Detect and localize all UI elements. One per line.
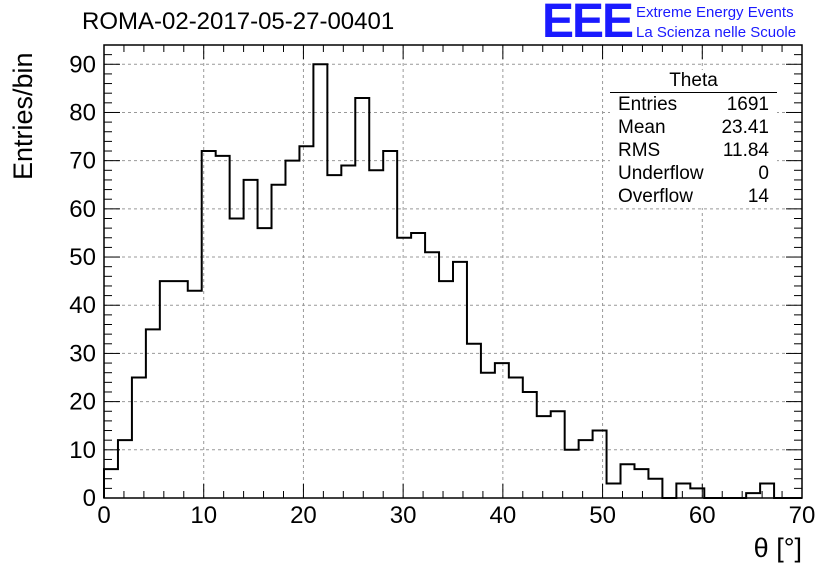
stats-value: 14	[747, 186, 769, 207]
histogram-bin	[299, 146, 313, 498]
stats-row-mean: Mean 23.41	[610, 116, 777, 139]
logo-tagline-2: La Scienza nelle Scuole	[636, 24, 797, 41]
histogram-bin	[551, 411, 565, 498]
histogram-bin	[258, 228, 272, 498]
histogram-bin	[579, 440, 593, 498]
x-axis-label: θ [°]	[753, 533, 802, 563]
eee-logo: EEE	[542, 0, 634, 48]
stats-box: Theta Entries 1691 Mean 23.41 RMS 11.84 …	[610, 70, 777, 208]
histogram-bin	[648, 479, 662, 498]
histogram-bin	[174, 281, 188, 498]
histogram-bin	[160, 281, 174, 498]
histogram-bin	[272, 185, 286, 498]
y-tick-label: 0	[83, 485, 96, 512]
histogram-bin	[481, 373, 495, 498]
stats-row-rms: RMS 11.84	[610, 139, 777, 162]
histogram-bin	[467, 344, 481, 498]
y-axis-label: Entries/bin	[8, 52, 38, 180]
x-tick-label: 0	[97, 502, 110, 529]
stats-label: Overflow	[618, 186, 693, 207]
histogram-bin	[244, 180, 258, 498]
run-title: ROMA-02-2017-05-27-00401	[82, 8, 395, 35]
stats-label: Mean	[618, 117, 666, 138]
stats-row-underflow: Underflow 0	[610, 162, 777, 185]
histogram-bin	[188, 291, 202, 498]
histogram-bin	[132, 378, 146, 498]
histogram-bin	[369, 170, 383, 498]
histogram-bin	[383, 151, 397, 498]
histogram-bin	[439, 281, 453, 498]
histogram-bin	[230, 218, 244, 498]
stats-row-overflow: Overflow 14	[610, 185, 777, 208]
histogram-bin	[118, 440, 132, 498]
histogram-bin	[453, 262, 467, 498]
histogram-bin	[313, 64, 327, 498]
histogram-bin	[104, 469, 118, 498]
histogram-bin	[425, 252, 439, 498]
y-tick-label: 50	[69, 244, 96, 271]
histogram-bin	[565, 450, 579, 498]
histogram-bin	[397, 238, 411, 498]
stats-row-entries: Entries 1691	[610, 93, 777, 116]
stats-value: 23.41	[721, 117, 769, 138]
stats-value: 0	[758, 163, 769, 184]
x-tick-label: 30	[390, 502, 417, 529]
y-tick-label: 20	[69, 389, 96, 416]
histogram-bin	[327, 175, 341, 498]
histogram-bin	[537, 416, 551, 498]
y-tick-label: 30	[69, 340, 96, 367]
histogram-bin	[523, 392, 537, 498]
histogram-bin	[146, 329, 160, 498]
y-tick-label: 90	[69, 51, 96, 78]
histogram-bin	[509, 378, 523, 498]
histogram-bin	[216, 156, 230, 498]
histogram-bin	[411, 233, 425, 498]
x-tick-label: 70	[789, 502, 816, 529]
histogram-bin	[285, 161, 299, 498]
stats-label: RMS	[618, 140, 661, 161]
histogram-bin	[355, 98, 369, 498]
histogram-bin	[495, 363, 509, 498]
histogram-bin	[634, 469, 648, 498]
x-tick-label: 10	[190, 502, 217, 529]
stats-title: Theta	[610, 70, 777, 93]
y-tick-label: 60	[69, 196, 96, 223]
stats-value: 1691	[726, 94, 769, 115]
histogram-bin	[607, 484, 621, 498]
stats-value: 11.84	[722, 140, 769, 161]
histogram-bin	[676, 484, 690, 498]
histogram-bin	[593, 431, 607, 498]
y-tick-label: 40	[69, 292, 96, 319]
x-tick-label: 20	[290, 502, 317, 529]
y-tick-label: 10	[69, 437, 96, 464]
stats-label: Underflow	[618, 163, 704, 184]
logo-tagline-1: Extreme Energy Events	[636, 4, 794, 21]
stats-label: Entries	[618, 94, 678, 115]
histogram-bin	[202, 151, 216, 498]
x-tick-label: 40	[490, 502, 517, 529]
plot-frame	[103, 44, 803, 499]
x-tick-label: 60	[689, 502, 716, 529]
x-tick-label: 50	[589, 502, 616, 529]
y-tick-label: 80	[69, 99, 96, 126]
y-tick-label: 70	[69, 148, 96, 175]
histogram-bin	[341, 165, 355, 498]
